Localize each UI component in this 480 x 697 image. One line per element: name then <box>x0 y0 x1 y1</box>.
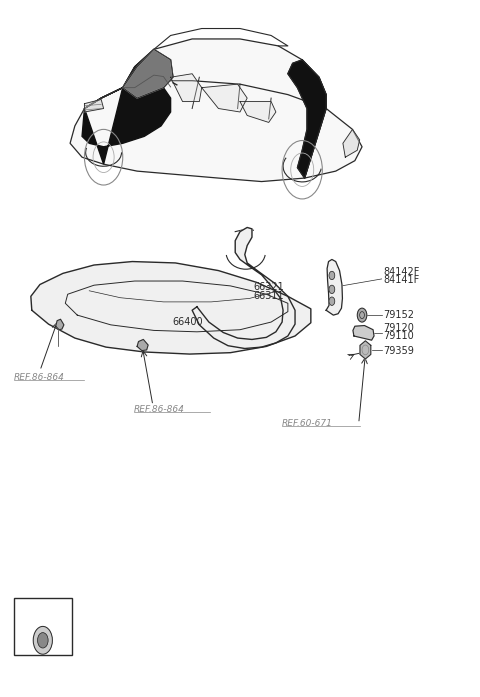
Polygon shape <box>84 49 173 109</box>
Text: 84142F: 84142F <box>384 267 420 277</box>
Text: 84141F: 84141F <box>384 275 420 285</box>
Text: 66321: 66321 <box>253 282 284 292</box>
Polygon shape <box>84 100 104 112</box>
Text: REF.86-864: REF.86-864 <box>134 405 185 414</box>
Polygon shape <box>192 227 295 348</box>
Text: 79152: 79152 <box>384 310 415 320</box>
Text: 76237: 76237 <box>19 601 50 611</box>
Text: 79120: 79120 <box>384 323 414 332</box>
Polygon shape <box>240 102 276 123</box>
Circle shape <box>357 308 367 322</box>
Polygon shape <box>137 339 148 351</box>
Polygon shape <box>326 259 342 315</box>
Polygon shape <box>343 130 360 158</box>
Text: REF.86-864: REF.86-864 <box>14 373 65 382</box>
Text: 66311: 66311 <box>253 291 284 301</box>
Text: 79110: 79110 <box>384 331 414 341</box>
Polygon shape <box>288 60 326 178</box>
Circle shape <box>329 271 335 279</box>
Circle shape <box>329 285 335 293</box>
Text: 79359: 79359 <box>384 346 414 355</box>
Polygon shape <box>31 261 311 354</box>
Polygon shape <box>70 81 362 181</box>
Polygon shape <box>360 341 371 359</box>
Polygon shape <box>82 88 170 164</box>
Circle shape <box>33 627 52 654</box>
Bar <box>14 597 72 654</box>
Polygon shape <box>123 49 173 98</box>
Polygon shape <box>353 325 374 340</box>
Polygon shape <box>170 74 202 102</box>
Polygon shape <box>202 84 247 112</box>
Polygon shape <box>123 39 326 178</box>
Text: 66400: 66400 <box>172 317 203 327</box>
Circle shape <box>329 297 335 305</box>
Polygon shape <box>56 319 64 330</box>
Text: REF.60-671: REF.60-671 <box>282 419 333 428</box>
Circle shape <box>37 633 48 648</box>
